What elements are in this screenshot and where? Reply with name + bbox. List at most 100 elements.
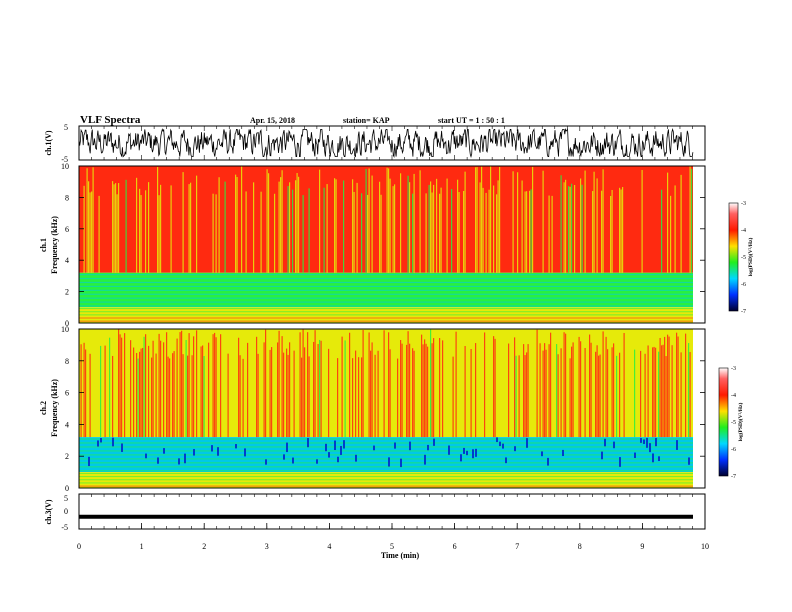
spec-streak: [556, 344, 558, 438]
spec-streak: [523, 344, 525, 438]
spec-deep-spot: [307, 438, 309, 448]
spec-line: [79, 438, 693, 440]
spec-streak: [286, 348, 288, 438]
spec-streak: [536, 329, 538, 438]
spec-ytick-label: 4: [65, 420, 69, 429]
spec-streak: [182, 354, 184, 438]
spec-line: [79, 458, 693, 460]
spec-streak: [157, 167, 159, 273]
spec-streak: [580, 341, 582, 438]
spec-streak: [560, 348, 562, 438]
spec-streak: [446, 178, 448, 273]
spec-deep-spot: [145, 453, 147, 459]
spec-streak: [458, 192, 460, 273]
spec-streak: [425, 343, 427, 438]
spec-deep-spot: [97, 440, 99, 447]
spec-deep-spot: [613, 441, 615, 449]
spec-ytick-label: 0: [65, 319, 69, 328]
spec-streak: [602, 169, 604, 273]
spec-streak: [253, 182, 255, 273]
time-tick-label: 2: [202, 542, 206, 551]
spec-streak: [214, 332, 216, 438]
spec-streak: [365, 168, 367, 273]
spec-streak: [116, 194, 118, 273]
spec-streak: [92, 167, 94, 273]
spec-streak: [526, 352, 528, 438]
spec-streak: [605, 336, 607, 438]
spec-streak: [268, 173, 270, 273]
spec-streak: [421, 334, 423, 438]
spec-streak: [619, 187, 621, 273]
spec-streak: [271, 347, 273, 438]
spec-streak: [319, 169, 321, 273]
spec-line: [79, 446, 693, 448]
spec-streak: [428, 184, 430, 273]
spec-streak: [610, 195, 612, 273]
spec-streak: [173, 351, 175, 438]
spec-streak: [208, 342, 210, 438]
spec-streak: [358, 357, 360, 438]
spec-streak: [353, 191, 355, 273]
spec-streak: [280, 177, 282, 273]
spec-streak: [308, 356, 310, 438]
spec-line: [79, 297, 693, 299]
spec-streak: [283, 352, 285, 438]
spec-streak: [380, 194, 382, 273]
spec-streak: [440, 187, 442, 273]
colorbar-tick-label: -4: [741, 228, 746, 234]
spec-streak: [431, 343, 433, 438]
figure-title: VLF Spectra: [80, 114, 141, 126]
time-tick-label: 8: [578, 542, 582, 551]
spec-streak: [151, 357, 153, 438]
spec-deep-spot: [640, 438, 642, 443]
spec-streak: [118, 329, 120, 438]
spec-line: [79, 305, 693, 307]
spec-streak: [119, 334, 121, 438]
spec-streak: [667, 334, 669, 438]
colorbar-tick-label: -3: [731, 366, 736, 372]
spec-streak: [152, 340, 154, 438]
colorbar-tick-label: -4: [731, 393, 736, 399]
spec-deep-spot: [235, 444, 237, 449]
spec-deep-spot: [178, 458, 180, 465]
spec-deep-spot: [547, 457, 549, 466]
spec-streak: [212, 334, 214, 438]
spec-streak: [301, 357, 303, 438]
spec-ytick-label: 6: [65, 389, 69, 398]
spec-streak: [640, 350, 642, 438]
spec-streak: [388, 332, 390, 438]
ch1-ytick-bottom: -5: [61, 155, 68, 164]
spec-low-line: [79, 472, 693, 474]
spec-streak: [677, 336, 679, 438]
spec-streak: [371, 342, 373, 438]
spec-streak: [145, 334, 147, 438]
spec-streak: [155, 353, 157, 438]
spec-streak: [481, 166, 483, 273]
spec-streak: [109, 337, 111, 438]
spec-deep-spot: [526, 438, 528, 448]
spec-streak: [527, 344, 529, 438]
spec-deep-spot: [463, 447, 465, 454]
panel-ch3-waveform: 5 0 -5 ch.3(V) 0 1 2 3 4 5 6 7 8 9 10 Time (min): [44, 493, 709, 560]
spec-deep-spot: [433, 438, 435, 446]
spec-streak: [455, 331, 457, 438]
spec-streak: [595, 351, 597, 438]
spec-streak: [601, 190, 603, 273]
spec-streak: [344, 340, 346, 438]
ch2-spec-ylabel-channel: ch.2: [39, 401, 48, 415]
spec-streak: [569, 186, 571, 273]
spec-deep-spot: [505, 457, 507, 464]
spec-deep-spot: [658, 456, 660, 462]
spec-streak: [343, 180, 345, 273]
spec-streak: [452, 356, 454, 438]
spec-line: [79, 274, 693, 276]
spec-streak: [83, 342, 85, 438]
spec-streak: [130, 340, 132, 438]
spec-deep-spot: [112, 437, 114, 447]
spec-streak: [187, 355, 189, 438]
time-tick-label: 9: [640, 542, 644, 551]
spec-streak: [304, 347, 306, 438]
spec-streak: [419, 170, 421, 273]
ch1-waveform-ticks: [78, 126, 706, 160]
spec-streak: [274, 193, 276, 273]
